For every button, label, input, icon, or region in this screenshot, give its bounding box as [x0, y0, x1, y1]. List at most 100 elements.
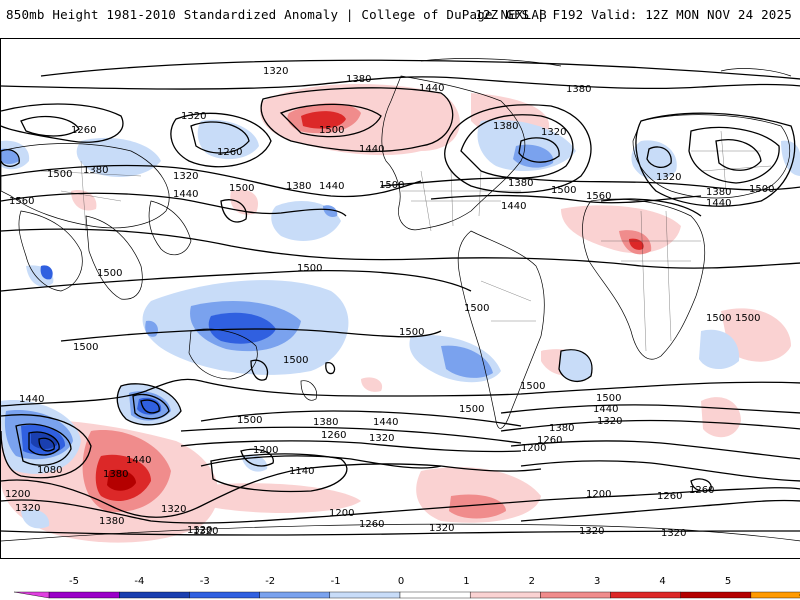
contour-label: 1260: [689, 485, 714, 496]
colorbar-swatch: [329, 591, 401, 599]
contour-label: 1380: [103, 469, 128, 480]
contour-label: 1500: [97, 268, 122, 279]
colorbar-tick-label: 1: [463, 576, 469, 587]
colorbar-swatch: [399, 591, 471, 599]
height-contours: [1, 59, 800, 536]
colorbar-tick-label: 2: [529, 576, 535, 587]
contour-label: 1380: [99, 516, 124, 527]
contour-label: 1560: [586, 191, 611, 202]
contour-label: 1380: [286, 181, 311, 192]
contour-label: 1500: [379, 180, 404, 191]
colorbar-tick-label: 5: [725, 576, 731, 587]
anomaly-map: 1320 1380 1440 1380 1260 1320 1260 1320 …: [1, 58, 800, 543]
colorbar-swatch: [610, 591, 681, 599]
colorbar-tick-label: -3: [200, 576, 210, 587]
model-run-info: 12Z GFS | F192 Valid: 12Z MON NOV 24 202…: [475, 7, 792, 22]
contour-label: 1380: [549, 423, 574, 434]
colorbar-swatch: [189, 591, 260, 599]
contour-label: 1500: [283, 355, 308, 366]
contour-label: 1260: [537, 435, 562, 446]
colorbar-tick-label: -2: [265, 576, 275, 587]
colorbar-arrow-left: [13, 591, 50, 599]
colorbar-tick-label: 3: [594, 576, 600, 587]
contour-label: 1500: [47, 169, 72, 180]
contour-label: 1320: [579, 526, 604, 537]
colorbar-swatch: [119, 591, 190, 599]
contour-label: 1320: [161, 504, 186, 515]
contour-label: 1500: [237, 415, 262, 426]
contour-label: 1320: [263, 66, 288, 77]
contour-label: 1320: [181, 111, 206, 122]
contour-label: 1320: [187, 525, 212, 536]
contour-label: 1200: [586, 489, 611, 500]
contour-label: 1500: [464, 303, 489, 314]
contour-label: 1440: [419, 83, 444, 94]
contour-label: 1320: [541, 127, 566, 138]
contour-label: 1440: [319, 181, 344, 192]
colorbar-svg: -5 -4 -3 -2 -1 0 1 2 3 4 5: [13, 576, 800, 599]
contour-label: 1380: [313, 417, 338, 428]
map-title: 850mb Height 1981-2010 Standardized Anom…: [6, 7, 547, 22]
colorbar-tick-label: 4: [659, 576, 665, 587]
contour-label: 1140: [289, 466, 314, 477]
colorbar-tick-label: 0: [398, 576, 404, 587]
colorbar-swatch: [48, 591, 120, 599]
contour-label: 1320: [193, 526, 218, 537]
contour-label: 1500: [735, 313, 760, 324]
contour-label: 1260: [657, 491, 682, 502]
contour-label: 1500: [459, 404, 484, 415]
contour-label: 1500: [596, 393, 621, 404]
colorbar-swatch: [680, 591, 752, 599]
header-bar: 850mb Height 1981-2010 Standardized Anom…: [0, 0, 800, 30]
contour-label: 1440: [593, 404, 618, 415]
colorbar: -5 -4 -3 -2 -1 0 1 2 3 4 5: [0, 570, 800, 600]
contour-label: 1500: [520, 381, 545, 392]
contour-label: 1380: [566, 84, 591, 95]
colorbar-swatch: [259, 591, 331, 599]
colorbar-swatch: [750, 591, 800, 599]
map-panel[interactable]: 1320 1380 1440 1380 1260 1320 1260 1320 …: [0, 38, 800, 559]
colorbar-tick-label: -5: [69, 576, 79, 587]
contour-label: 1380: [83, 165, 108, 176]
contour-label: 1500: [551, 185, 576, 196]
contour-label: 1500: [229, 183, 254, 194]
contour-label: 1440: [501, 201, 526, 212]
contour-label: 1320: [597, 416, 622, 427]
contour-label: 1260: [71, 125, 96, 136]
contour-label: 1500: [399, 327, 424, 338]
contour-label: 1320: [661, 528, 686, 539]
contour-label: 1560: [9, 196, 34, 207]
contour-label: 1380: [346, 74, 371, 85]
contour-label: 1080: [37, 465, 62, 476]
contour-label: 1260: [321, 430, 346, 441]
contour-label: 1200: [253, 445, 278, 456]
colorbar-tick-label: -4: [134, 576, 144, 587]
contour-label: 1440: [706, 198, 731, 209]
contour-label: 1380: [508, 178, 533, 189]
contour-label: 1380: [493, 121, 518, 132]
contour-label: 1500: [73, 342, 98, 353]
colorbar-swatch: [540, 591, 611, 599]
contour-label: 1320: [656, 172, 681, 183]
colorbar-swatch: [469, 591, 541, 599]
contour-label: 1200: [5, 489, 30, 500]
colorbar-tick-label: -1: [331, 576, 341, 587]
contour-labels: 1320 1380 1440 1380 1260 1320 1260 1320 …: [5, 66, 774, 539]
contour-label: 1320: [429, 523, 454, 534]
contour-label: 1440: [19, 394, 44, 405]
contour-label: 1500: [706, 313, 731, 324]
contour-label: 1500: [749, 184, 774, 195]
contour-label: 1320: [15, 503, 40, 514]
contour-label: 1440: [126, 455, 151, 466]
contour-label: 1320: [173, 171, 198, 182]
contour-label: 1500: [319, 125, 344, 136]
contour-label: 1500: [297, 263, 322, 274]
contour-label: 1440: [373, 417, 398, 428]
contour-label: 1380: [706, 187, 731, 198]
contour-label: 1440: [173, 189, 198, 200]
contour-label: 1200: [521, 443, 546, 454]
contour-label: 1440: [359, 144, 384, 155]
contour-label: 1200: [329, 508, 354, 519]
contour-label: 1260: [217, 147, 242, 158]
contour-label: 1260: [359, 519, 384, 530]
